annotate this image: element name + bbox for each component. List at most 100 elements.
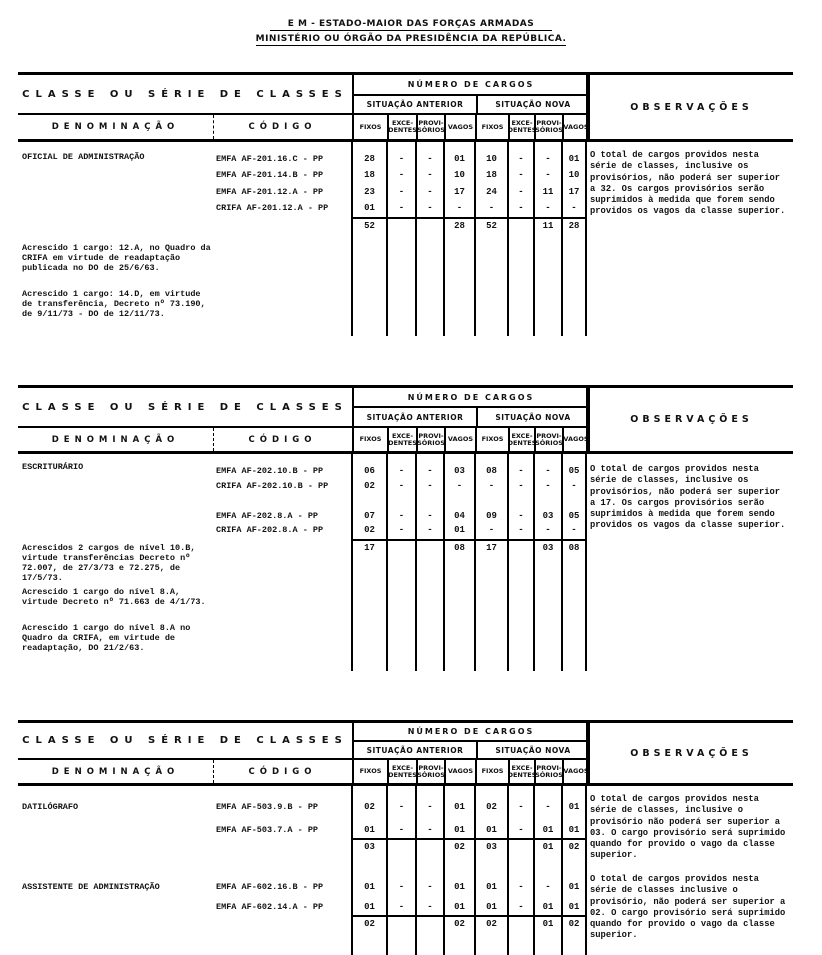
total-count: 03 bbox=[475, 838, 508, 854]
cargo-row: EMFA AF-202.10.B - PP 06 - - 03 08 - - 05 bbox=[18, 464, 586, 478]
column-divider bbox=[561, 454, 563, 671]
numero-cargos-header: NÚMERO DE CARGOS SITUAÇÃO ANTERIOR SITUAÇÃ… bbox=[352, 723, 590, 783]
situacao-nova-header: SITUAÇÃO NOVA bbox=[495, 100, 571, 109]
cargo-count: - bbox=[427, 902, 433, 912]
row-spacer bbox=[18, 523, 213, 537]
cargo-count: 04 bbox=[454, 511, 465, 521]
total-count: 28 bbox=[444, 217, 475, 233]
cargo-count: 01 bbox=[454, 802, 465, 812]
cargo-count: - bbox=[398, 187, 405, 197]
situacao-row: SITUAÇÃO ANTERIOR SITUAÇÃO NOVA bbox=[354, 408, 588, 428]
classe-name: DATILÓGRAFO bbox=[22, 802, 79, 812]
numero-cargos-title: NÚMERO DE CARGOS bbox=[354, 75, 588, 96]
cargo-count: 11 bbox=[542, 187, 554, 197]
total-count: 11 bbox=[534, 217, 562, 233]
cargo-count: - bbox=[488, 203, 495, 213]
cargo-count: - bbox=[398, 203, 405, 213]
cargo-count: - bbox=[571, 525, 577, 535]
cargo-count: - bbox=[518, 203, 524, 213]
sub-column-header: VAGOS bbox=[446, 115, 477, 139]
cargo-count: - bbox=[518, 466, 524, 476]
numero-cargos-title: NÚMERO DE CARGOS bbox=[354, 388, 588, 408]
cargo-count: - bbox=[427, 525, 433, 535]
cargo-count: 18 bbox=[364, 170, 375, 180]
row-spacer bbox=[18, 464, 213, 478]
cargo-count: 01 bbox=[486, 902, 497, 912]
sub-column-header: EXCE-DENTES bbox=[510, 428, 536, 451]
row-spacer bbox=[18, 800, 213, 814]
codigo-header: CÓDIGO bbox=[248, 434, 317, 445]
cargo-count: - bbox=[518, 902, 524, 912]
column-divider bbox=[474, 786, 476, 955]
cargo-count: 17 bbox=[568, 187, 580, 197]
row-spacer bbox=[18, 168, 213, 182]
total-count bbox=[387, 217, 416, 233]
total-count: 02 bbox=[562, 838, 586, 854]
cargo-count: - bbox=[518, 481, 524, 491]
total-count: 17 bbox=[352, 539, 387, 555]
cargo-count: 01 bbox=[568, 825, 580, 835]
organ-title: E M - ESTADO-MAIOR DAS FORÇAS ARMADAS bbox=[0, 19, 822, 31]
total-count bbox=[416, 217, 444, 233]
cargo-count: 17 bbox=[454, 187, 465, 197]
classes-table: CLASSE OU SÉRIE DE CLASSES DENOMINAÇÃO CÓD… bbox=[18, 385, 793, 671]
total-count bbox=[508, 915, 534, 931]
cargo-codigo: CRIFA AF-202.8.A - PP bbox=[216, 525, 324, 535]
row-spacer bbox=[213, 915, 352, 931]
total-count bbox=[387, 838, 416, 854]
cargo-count: 01 bbox=[542, 902, 554, 912]
classe-name: OFICIAL DE ADMINISTRAÇÃO bbox=[22, 152, 145, 162]
table-body: DATILÓGRAFO EMFA AF-503.9.B - PP 02- -01 02-… bbox=[18, 786, 793, 955]
cargo-count: - bbox=[427, 802, 433, 812]
cargo-count: 01 bbox=[454, 154, 465, 164]
sub-column-header: VAGOS bbox=[564, 122, 588, 131]
cargo-count: - bbox=[545, 203, 551, 213]
cargo-count: - bbox=[545, 170, 551, 180]
table-header: CLASSE OU SÉRIE DE CLASSES DENOMINAÇÃO CÓD… bbox=[18, 72, 793, 142]
table-body: ESCRITURÁRIO EMFA AF-202.10.B - PP 06- -03 0… bbox=[18, 454, 793, 671]
ministry-title-text: MINISTÉRIO OU ÓRGÃO DA PRESIDÊNCIA DA RE… bbox=[255, 34, 567, 46]
column-divider bbox=[561, 786, 563, 955]
column-divider bbox=[585, 142, 587, 336]
row-spacer bbox=[213, 539, 352, 555]
cargo-count: - bbox=[398, 466, 405, 476]
column-divider bbox=[415, 786, 417, 955]
total-count: 03 bbox=[534, 539, 562, 555]
sub-column-header: PROVI-SÓRIOS bbox=[536, 760, 564, 783]
total-count bbox=[508, 217, 534, 233]
observacoes-header: OBSERVAÇÕES bbox=[586, 723, 795, 783]
cargo-count: - bbox=[545, 154, 551, 164]
sub-column-header: EXCE-DENTES bbox=[510, 760, 536, 783]
numero-cargos-header: NÚMERO DE CARGOS SITUAÇÃO ANTERIOR SITUAÇÃ… bbox=[352, 75, 590, 139]
column-divider bbox=[507, 142, 509, 336]
cargo-count: 18 bbox=[486, 170, 497, 180]
codigo-header: CÓDIGO bbox=[248, 766, 317, 777]
row-spacer bbox=[213, 838, 352, 854]
cargo-count: 02 bbox=[486, 802, 497, 812]
cargo-count: 01 bbox=[568, 902, 580, 912]
cargo-count: - bbox=[571, 203, 577, 213]
cargo-count: - bbox=[398, 481, 405, 491]
sub-column-headers: FIXOS EXCE-DENTES PROVI-SÓRIOS VAGOS FIXOS EX… bbox=[354, 428, 588, 451]
row-spacer bbox=[213, 217, 352, 233]
cargo-count: 01 bbox=[364, 882, 375, 892]
cargo-count: - bbox=[518, 170, 524, 180]
cargo-codigo: CRIFA AF-201.12.A - PP bbox=[216, 203, 329, 213]
observacao-text: O total de cargos providos nesta série d… bbox=[590, 464, 786, 531]
cargo-row: CRIFA AF-202.8.A - PP 02 - - 01 - - - - bbox=[18, 523, 586, 537]
sub-column-headers: FIXOS EXCE-DENTES PROVI-SÓRIOS VAGOS FIXOS EX… bbox=[354, 115, 588, 139]
cargo-count: - bbox=[427, 154, 433, 164]
table-header: CLASSE OU SÉRIE DE CLASSES DENOMINAÇÃO CÓD… bbox=[18, 720, 793, 786]
cargo-row: EMFA AF-201.16.C - PP 28 - - 01 10 - - 01 bbox=[18, 152, 586, 166]
sub-column-header: EXCE-DENTES bbox=[389, 428, 418, 451]
cargo-codigo: EMFA AF-202.8.A - PP bbox=[216, 511, 319, 521]
total-count bbox=[416, 915, 444, 931]
cargo-count: - bbox=[427, 481, 433, 491]
observacoes-header: OBSERVAÇÕES bbox=[586, 388, 795, 451]
cargo-row: EMFA AF-503.9.B - PP 02 - - 01 02 - - 01 bbox=[18, 800, 586, 814]
total-count: 02 bbox=[475, 915, 508, 931]
cargo-count: - bbox=[398, 154, 405, 164]
cargo-count: - bbox=[427, 511, 433, 521]
cargo-count: 10 bbox=[568, 170, 580, 180]
cargo-row: EMFA AF-201.12.A - PP 23 - - 17 24 - 11 17 bbox=[18, 185, 586, 199]
